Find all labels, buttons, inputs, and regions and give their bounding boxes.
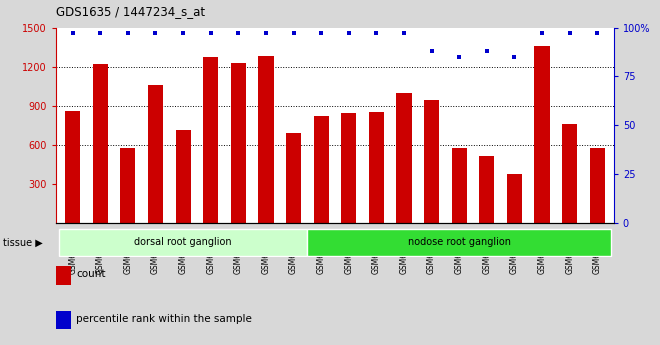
Bar [397, 92, 412, 223]
Bar [65, 111, 81, 223]
Bar [369, 112, 384, 223]
Bar [314, 116, 329, 223]
Bar [286, 133, 301, 223]
Point [482, 48, 492, 54]
Point [371, 31, 381, 36]
Bar [479, 156, 494, 223]
Text: count: count [76, 269, 106, 279]
Point [178, 31, 188, 36]
Point [123, 31, 133, 36]
Point [316, 31, 327, 36]
Point [454, 54, 465, 60]
Text: tissue ▶: tissue ▶ [3, 238, 43, 247]
Bar [176, 130, 191, 223]
Bar [341, 114, 356, 223]
Bar [535, 46, 550, 223]
Bar [424, 100, 439, 223]
Bar [203, 58, 218, 223]
Bar [92, 64, 108, 223]
Point [261, 31, 271, 36]
Point [399, 31, 409, 36]
Text: dorsal root ganglion: dorsal root ganglion [134, 237, 232, 247]
Bar [59, 229, 308, 256]
Text: GDS1635 / 1447234_s_at: GDS1635 / 1447234_s_at [56, 5, 205, 18]
Point [564, 31, 575, 36]
Bar [451, 148, 467, 223]
Bar [231, 63, 246, 223]
Point [343, 31, 354, 36]
Bar [120, 148, 135, 223]
Point [592, 31, 603, 36]
Point [205, 31, 216, 36]
Bar [562, 124, 578, 223]
Point [509, 54, 519, 60]
Point [426, 48, 437, 54]
Point [150, 31, 161, 36]
Text: percentile rank within the sample: percentile rank within the sample [76, 314, 251, 324]
Point [233, 31, 244, 36]
Bar [589, 148, 605, 223]
Bar [507, 175, 522, 223]
Bar [308, 229, 611, 256]
Point [67, 31, 78, 36]
Point [95, 31, 106, 36]
Point [288, 31, 299, 36]
Bar [258, 56, 273, 223]
Point [537, 31, 547, 36]
Bar [148, 85, 163, 223]
Text: nodose root ganglion: nodose root ganglion [408, 237, 511, 247]
